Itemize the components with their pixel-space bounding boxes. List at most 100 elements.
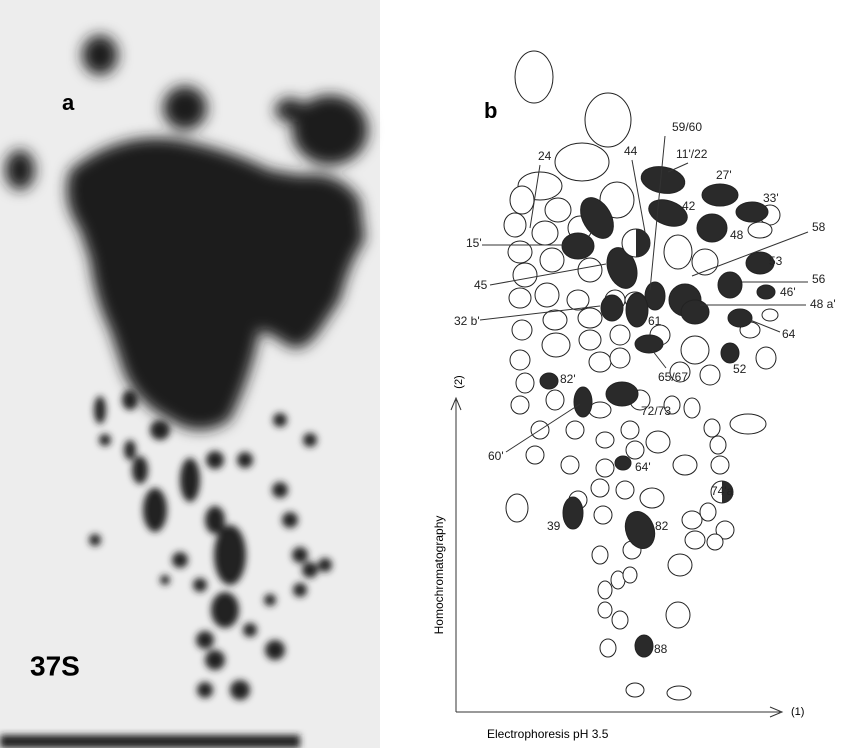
spot-label: 44	[624, 144, 638, 158]
filled-spot	[681, 300, 709, 324]
panel-caption: 37S	[30, 650, 80, 681]
outline-spot	[610, 325, 630, 345]
outline-spot	[668, 554, 692, 576]
spot-label: 15'	[466, 236, 482, 250]
outline-spot	[682, 511, 702, 529]
outline-spot	[610, 348, 630, 368]
outline-spot	[594, 506, 612, 524]
filled-spot	[728, 309, 752, 327]
spot-label: 24	[538, 149, 552, 163]
filled-spot	[635, 335, 663, 353]
spot-label: 74'a	[711, 484, 734, 498]
spot	[265, 640, 285, 660]
spot-label: 61	[648, 314, 662, 328]
spot	[293, 583, 307, 597]
filled-spot	[615, 456, 631, 470]
outline-spot	[596, 432, 614, 448]
outline-spot	[596, 459, 614, 477]
filled-spot	[702, 184, 738, 206]
outline-spot	[666, 602, 690, 628]
spot-label: 88	[654, 642, 668, 656]
spot	[180, 458, 200, 502]
outline-spot	[681, 336, 709, 364]
outline-spot	[589, 352, 611, 372]
bottom-smear	[0, 735, 300, 748]
outline-spot	[511, 396, 529, 414]
outline-spot	[561, 456, 579, 474]
spot	[193, 578, 207, 592]
outline-spot	[612, 611, 628, 629]
spot-label: 65/67	[658, 370, 688, 384]
spot-label: 58	[812, 220, 826, 234]
x-axis-label: Electrophoresis pH 3.5	[487, 727, 609, 741]
spot-label: 45	[474, 278, 488, 292]
outline-spot	[510, 186, 534, 214]
outline-spot	[626, 441, 644, 459]
outline-spot	[508, 241, 532, 263]
outline-spot	[704, 419, 720, 437]
filled-spot	[718, 272, 742, 298]
filled-spot	[563, 497, 583, 529]
y-axis-number: (2)	[453, 375, 465, 388]
filled-spot	[639, 163, 687, 196]
spot-label: 27'	[716, 168, 732, 182]
outline-spot	[598, 602, 612, 618]
outline-spot	[623, 567, 637, 583]
spot-label: 82'	[560, 372, 576, 386]
spot	[163, 86, 207, 130]
outline-spot	[579, 330, 601, 350]
outline-spot	[510, 350, 530, 370]
spot-label: 42	[682, 199, 696, 213]
panel-label: b	[484, 98, 497, 123]
spot	[243, 623, 257, 637]
outline-spot	[730, 414, 766, 434]
spot	[197, 682, 213, 698]
outline-spot	[592, 546, 608, 564]
filled-spot	[626, 293, 648, 327]
leader-line	[668, 163, 688, 172]
outline-spot	[585, 93, 631, 147]
outline-spot	[748, 222, 772, 238]
outline-spot	[515, 51, 553, 103]
outline-spot	[542, 333, 570, 357]
spot	[132, 456, 148, 484]
leader-line	[652, 350, 666, 368]
outline-spot	[756, 347, 776, 369]
spot-label: 11'/22	[676, 147, 708, 161]
spot	[211, 592, 239, 628]
spot	[124, 440, 136, 460]
spot	[303, 433, 317, 447]
spot-label: 32 b'	[454, 314, 480, 328]
filled-spot	[540, 373, 558, 389]
outline-spot	[673, 455, 697, 475]
outline-spot	[545, 198, 571, 222]
outline-spot	[516, 373, 534, 393]
outline-spot	[504, 213, 526, 237]
outline-spot	[616, 481, 634, 499]
spot-label: 64'	[635, 460, 651, 474]
spot	[206, 451, 224, 469]
spot	[82, 35, 118, 75]
outline-spot	[700, 503, 716, 521]
outline-spot	[578, 308, 602, 328]
spot	[5, 150, 35, 190]
outline-spot	[646, 431, 670, 453]
filled-spot	[562, 233, 594, 259]
spot-label: 52	[733, 362, 747, 376]
filled-spot	[757, 285, 775, 299]
spot	[89, 534, 101, 546]
outline-spot	[540, 248, 564, 272]
spot-label: 82	[655, 519, 669, 533]
outline-spot	[567, 290, 589, 310]
spot	[302, 562, 318, 578]
outline-spot	[685, 531, 705, 549]
outline-spot	[555, 143, 609, 181]
outline-spot	[664, 235, 692, 269]
spot-label: 48 a'	[810, 297, 836, 311]
spot-label: 48	[730, 228, 744, 242]
filled-spot	[601, 295, 623, 321]
spot	[282, 512, 298, 528]
spot	[143, 488, 167, 532]
spot	[94, 396, 106, 424]
